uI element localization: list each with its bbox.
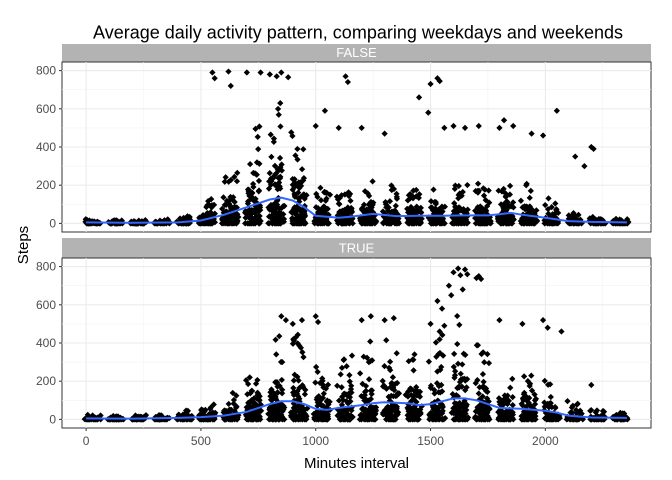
- data-point: [369, 178, 376, 185]
- data-point: [301, 219, 309, 227]
- data-point: [221, 178, 228, 185]
- data-point: [300, 177, 307, 184]
- data-point: [230, 194, 237, 201]
- x-axis-title: Minutes interval: [304, 455, 409, 472]
- data-point: [247, 189, 254, 196]
- data-point: [208, 196, 215, 203]
- data-point: [254, 133, 261, 141]
- data-point: [506, 182, 514, 189]
- y-tick-label: 0: [49, 412, 56, 426]
- data-point: [256, 204, 264, 211]
- data-point: [474, 180, 482, 187]
- y-tick-label: 800: [36, 260, 56, 274]
- panel-weekday: FALSE 0 200 400 600 800: [36, 44, 652, 233]
- data-point: [222, 174, 229, 181]
- data-point: [211, 219, 219, 226]
- y-tick-label: 200: [36, 178, 56, 192]
- y-axis-ticks: 0 200 400 600 800: [36, 260, 62, 426]
- strip-label: FALSE: [336, 45, 377, 60]
- y-tick-label: 400: [36, 336, 56, 350]
- data-point: [418, 209, 425, 216]
- data-point: [210, 201, 218, 208]
- x-tick-label: 0: [83, 434, 90, 448]
- x-tick-label: 500: [191, 434, 211, 448]
- data-point: [234, 169, 241, 176]
- data-point: [204, 202, 211, 209]
- y-tick-label: 200: [36, 374, 56, 388]
- y-tick-label: 800: [36, 64, 56, 78]
- chart-title: Average daily activity pattern, comparin…: [93, 23, 623, 43]
- data-point: [270, 138, 277, 145]
- data-point: [270, 135, 278, 142]
- x-tick-label: 1000: [302, 434, 329, 448]
- data-point: [253, 159, 261, 166]
- y-tick-label: 0: [49, 216, 56, 230]
- data-point: [386, 198, 394, 205]
- strip-label: TRUE: [339, 241, 375, 256]
- data-point: [413, 186, 420, 194]
- data-point: [231, 198, 238, 206]
- data-point: [273, 198, 280, 205]
- data-point: [227, 176, 235, 184]
- strip-background: [62, 44, 651, 62]
- data-point: [297, 182, 305, 190]
- x-tick-label: 1500: [417, 434, 444, 448]
- y-axis-title: Steps: [15, 226, 32, 264]
- data-point: [247, 161, 254, 168]
- x-tick-label: 2000: [532, 434, 559, 448]
- y-tick-label: 600: [36, 102, 56, 116]
- data-point: [417, 219, 424, 226]
- data-point: [346, 190, 354, 198]
- data-point: [277, 214, 284, 222]
- data-point: [234, 218, 241, 225]
- data-point: [460, 206, 467, 213]
- y-axis-ticks: 0 200 400 600 800: [36, 64, 62, 230]
- y-tick-label: 400: [36, 140, 56, 154]
- data-point: [464, 181, 471, 189]
- x-axis-ticks: 0 500 1000 1500 2000: [83, 428, 559, 448]
- data-point: [370, 199, 377, 206]
- y-tick-label: 600: [36, 298, 56, 312]
- data-point: [278, 161, 285, 168]
- data-point: [464, 206, 471, 213]
- data-point: [251, 170, 259, 177]
- panel-weekend: TRUE 0 200 400 600 800: [36, 238, 652, 429]
- data-point: [509, 199, 517, 206]
- data-point: [231, 173, 238, 180]
- data-point: [382, 198, 389, 206]
